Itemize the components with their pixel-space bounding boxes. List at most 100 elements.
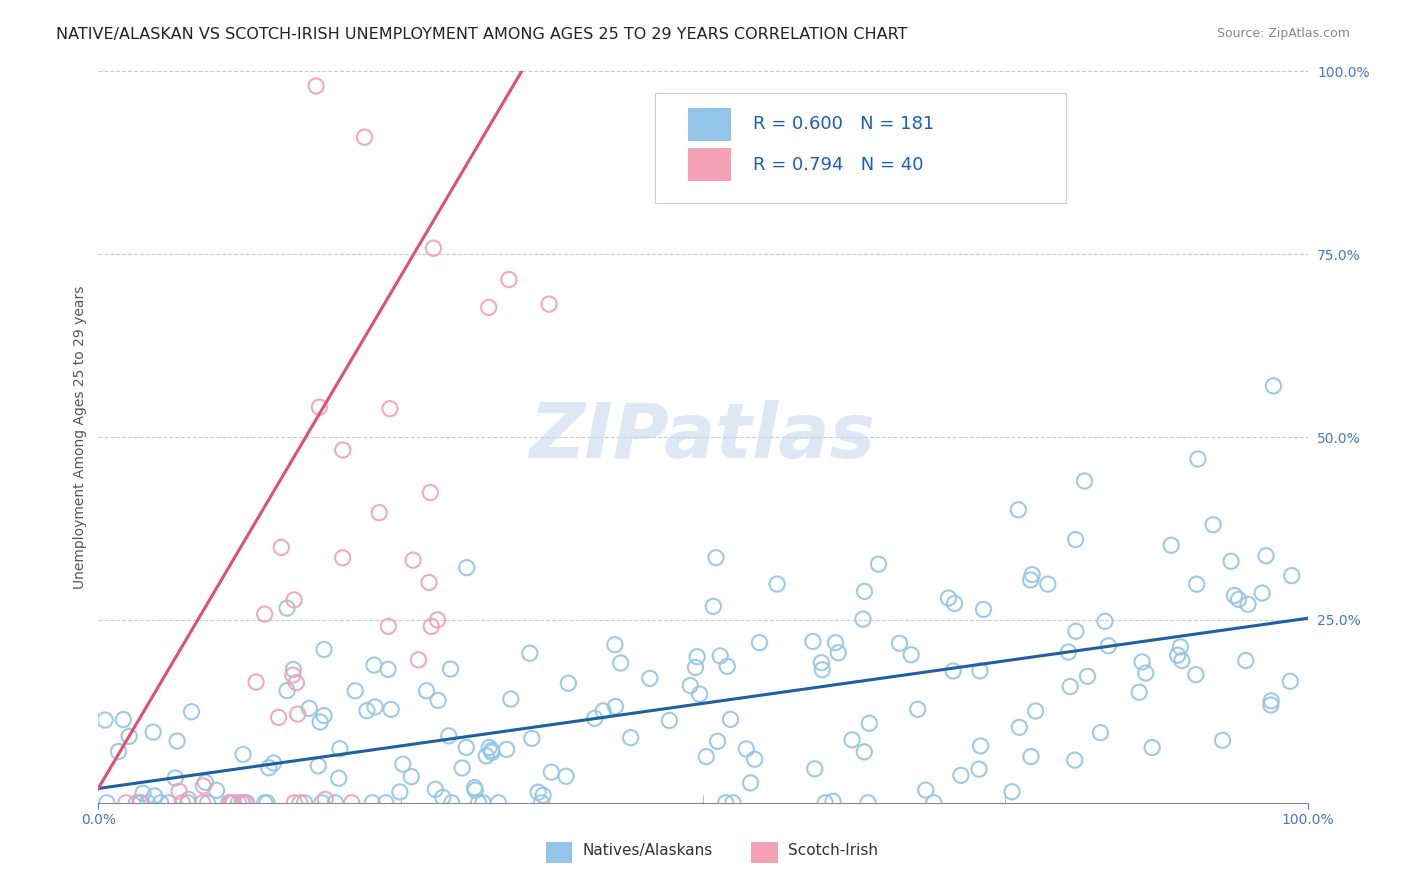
Point: [714, 796, 737, 810]
Point: [222, 796, 245, 810]
FancyBboxPatch shape: [546, 842, 572, 863]
Point: [361, 796, 384, 810]
Point: [858, 716, 880, 731]
Point: [329, 741, 352, 756]
Point: [852, 612, 875, 626]
Point: [288, 796, 311, 810]
Point: [312, 642, 335, 657]
Point: [314, 792, 336, 806]
Point: [803, 762, 825, 776]
Point: [1064, 533, 1087, 547]
Point: [143, 789, 166, 803]
Point: [914, 783, 936, 797]
Point: [420, 619, 443, 633]
Point: [377, 662, 399, 676]
Point: [1059, 680, 1081, 694]
Point: [1019, 749, 1042, 764]
Point: [418, 575, 440, 590]
Point: [555, 769, 578, 783]
Point: [1260, 694, 1282, 708]
Point: [388, 785, 411, 799]
Point: [294, 796, 316, 810]
Text: NATIVE/ALASKAN VS SCOTCH-IRISH UNEMPLOYMENT AMONG AGES 25 TO 29 YEARS CORRELATIO: NATIVE/ALASKAN VS SCOTCH-IRISH UNEMPLOYM…: [56, 27, 908, 42]
Point: [922, 796, 945, 810]
Point: [721, 796, 744, 810]
Text: Scotch-Irish: Scotch-Irish: [787, 843, 877, 858]
Point: [364, 700, 387, 714]
Point: [408, 653, 430, 667]
Point: [191, 796, 214, 810]
Point: [285, 675, 308, 690]
Text: R = 0.600   N = 181: R = 0.600 N = 181: [752, 115, 934, 134]
Point: [1185, 577, 1208, 591]
Point: [801, 634, 824, 648]
Text: Source: ZipAtlas.com: Source: ZipAtlas.com: [1216, 27, 1350, 40]
Point: [949, 768, 972, 782]
Point: [716, 659, 738, 673]
Point: [1076, 669, 1098, 683]
FancyBboxPatch shape: [689, 108, 731, 141]
Point: [177, 796, 200, 810]
Point: [419, 485, 441, 500]
Point: [942, 664, 965, 678]
Point: [256, 796, 278, 810]
Point: [231, 796, 253, 810]
Point: [287, 707, 309, 722]
Point: [1167, 648, 1189, 663]
Point: [94, 713, 117, 727]
Point: [257, 761, 280, 775]
Point: [235, 796, 257, 810]
Point: [1008, 720, 1031, 734]
Point: [1227, 592, 1250, 607]
Point: [605, 699, 627, 714]
Point: [157, 796, 180, 810]
Point: [253, 607, 276, 621]
Point: [283, 796, 305, 810]
Point: [856, 796, 879, 810]
Point: [1128, 685, 1150, 699]
Point: [451, 761, 474, 775]
Point: [495, 742, 517, 756]
Point: [744, 752, 766, 766]
Point: [283, 663, 305, 677]
Point: [620, 731, 643, 745]
Point: [253, 796, 276, 810]
Point: [841, 732, 863, 747]
Point: [464, 783, 486, 797]
Point: [1036, 577, 1059, 591]
Point: [440, 796, 463, 810]
Point: [437, 729, 460, 743]
Point: [810, 656, 832, 670]
Point: [221, 796, 243, 810]
Point: [415, 683, 437, 698]
Point: [1260, 698, 1282, 712]
Point: [332, 550, 354, 565]
Point: [167, 784, 190, 798]
Point: [422, 241, 444, 255]
Point: [194, 775, 217, 789]
Point: [1202, 517, 1225, 532]
Point: [853, 584, 876, 599]
Text: Natives/Alaskans: Natives/Alaskans: [582, 843, 713, 858]
Point: [439, 662, 461, 676]
Point: [402, 553, 425, 567]
Point: [853, 745, 876, 759]
Point: [1063, 753, 1085, 767]
Point: [811, 663, 834, 677]
Point: [112, 713, 135, 727]
Point: [471, 796, 494, 810]
Point: [125, 796, 148, 810]
Point: [298, 701, 321, 715]
Point: [1097, 639, 1119, 653]
Point: [478, 740, 501, 755]
Point: [307, 759, 329, 773]
Point: [425, 782, 447, 797]
Point: [520, 731, 543, 746]
Point: [740, 776, 762, 790]
Point: [967, 762, 990, 776]
Point: [1160, 538, 1182, 552]
Point: [267, 710, 290, 724]
Point: [374, 796, 396, 810]
Point: [232, 747, 254, 762]
Point: [1130, 655, 1153, 669]
